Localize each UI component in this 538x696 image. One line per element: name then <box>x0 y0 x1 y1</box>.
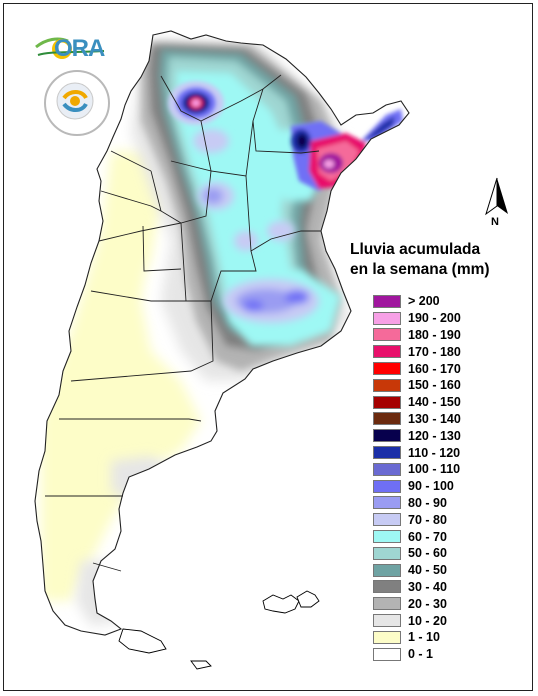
legend-swatch <box>373 429 401 443</box>
legend-item: 100 - 110 <box>373 461 461 478</box>
legend-swatch <box>373 630 401 644</box>
legend-item: 1 - 10 <box>373 629 461 646</box>
legend-swatch <box>373 563 401 577</box>
legend-label: 190 - 200 <box>408 311 461 326</box>
legend-swatch <box>373 513 401 527</box>
ora-logo <box>34 31 106 65</box>
legend-label: 90 - 100 <box>408 479 454 494</box>
north-label: N <box>491 216 499 228</box>
legend-swatch <box>373 496 401 510</box>
legend-swatch <box>373 378 401 392</box>
legend-item: 0 - 1 <box>373 646 461 663</box>
legend-item: 180 - 190 <box>373 327 461 344</box>
legend-title-line1: Lluvia acumulada <box>350 241 481 258</box>
legend-item: 20 - 30 <box>373 595 461 612</box>
ora-logo-text: ORA <box>54 35 105 62</box>
legend-label: 20 - 30 <box>408 596 447 611</box>
legend-label: 50 - 60 <box>408 546 447 561</box>
legend-swatch <box>373 362 401 376</box>
smn-seal <box>44 70 110 136</box>
legend-item: 70 - 80 <box>373 511 461 528</box>
legend-swatch <box>373 412 401 426</box>
legend-swatch <box>373 479 401 493</box>
legend-item: 50 - 60 <box>373 545 461 562</box>
legend-item: 120 - 130 <box>373 427 461 444</box>
legend-label: 70 - 80 <box>408 512 447 527</box>
legend-label: 130 - 140 <box>408 411 461 426</box>
legend-swatch <box>373 580 401 594</box>
legend-swatch <box>373 395 401 409</box>
legend-swatch <box>373 446 401 460</box>
legend-item: 110 - 120 <box>373 444 461 461</box>
legend-item: 40 - 50 <box>373 562 461 579</box>
legend-swatch <box>373 311 401 325</box>
legend-label: 110 - 120 <box>408 445 461 460</box>
legend-label: 1 - 10 <box>408 630 440 645</box>
legend-label: 170 - 180 <box>408 344 461 359</box>
legend-label: 10 - 20 <box>408 613 447 628</box>
legend-swatch <box>373 462 401 476</box>
legend-swatch <box>373 597 401 611</box>
legend-label: 150 - 160 <box>408 378 461 393</box>
legend-item: 130 - 140 <box>373 411 461 428</box>
legend-item: 170 - 180 <box>373 343 461 360</box>
legend-swatch <box>373 647 401 661</box>
legend-swatch <box>373 328 401 342</box>
legend-swatch <box>373 614 401 628</box>
tierra-del-fuego <box>118 628 212 670</box>
legend-label: 160 - 170 <box>408 361 461 376</box>
legend-title: Lluvia acumulada en la semana (mm) <box>350 240 532 280</box>
malvinas-islands <box>262 590 320 614</box>
legend-label: 30 - 40 <box>408 579 447 594</box>
legend-label: 140 - 150 <box>408 395 461 410</box>
legend-item: 60 - 70 <box>373 528 461 545</box>
legend-label: 40 - 50 <box>408 563 447 578</box>
legend-item: 160 - 170 <box>373 360 461 377</box>
north-arrow-icon <box>482 176 512 224</box>
legend-item: 140 - 150 <box>373 394 461 411</box>
map-frame: ORA N Lluvia acumulada en la semana (mm)… <box>3 3 533 691</box>
legend-swatch <box>373 530 401 544</box>
legend-label: 60 - 70 <box>408 529 447 544</box>
legend-label: 120 - 130 <box>408 428 461 443</box>
legend-item: 90 - 100 <box>373 478 461 495</box>
legend-item: 190 - 200 <box>373 310 461 327</box>
legend-swatch <box>373 294 401 308</box>
legend-label: 0 - 1 <box>408 647 434 662</box>
legend-item: 10 - 20 <box>373 612 461 629</box>
legend-label: > 200 <box>408 294 440 309</box>
legend-item: 30 - 40 <box>373 579 461 596</box>
legend-swatch <box>373 546 401 560</box>
legend-title-line2: en la semana (mm) <box>350 261 490 278</box>
legend-item: 80 - 90 <box>373 495 461 512</box>
legend-label: 100 - 110 <box>408 462 461 477</box>
rainfall-legend: > 200 190 - 200 180 - 190 170 - 180 160 - 17… <box>373 293 461 663</box>
legend-label: 180 - 190 <box>408 327 461 342</box>
province-boundaries <box>34 30 410 636</box>
legend-label: 80 - 90 <box>408 495 447 510</box>
legend-swatch <box>373 345 401 359</box>
argentina-rainfall-map <box>34 30 410 670</box>
legend-item: 150 - 160 <box>373 377 461 394</box>
legend-item: > 200 <box>373 293 461 310</box>
